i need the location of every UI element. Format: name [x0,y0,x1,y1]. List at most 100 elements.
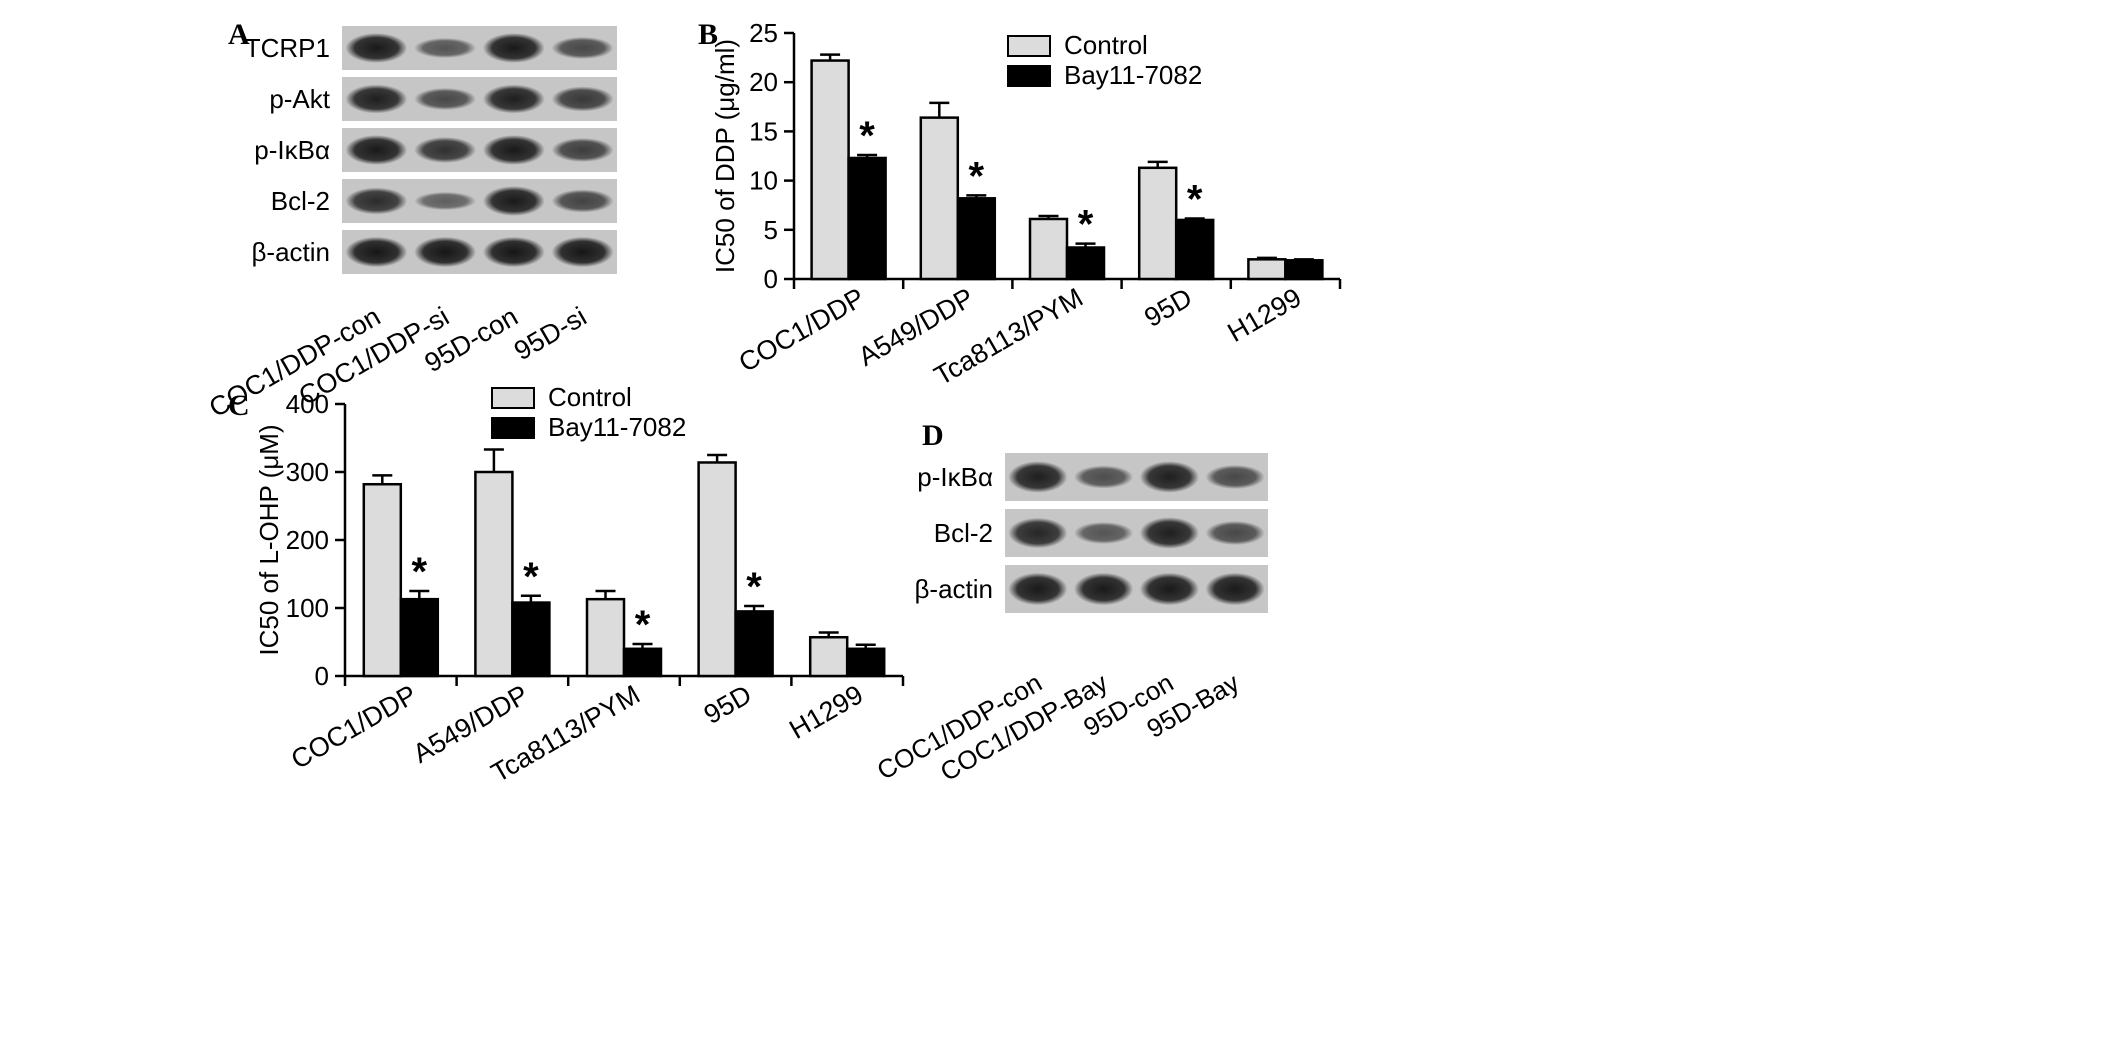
blot-row-label: p-Akt [269,84,330,114]
blot-row-label: Bcl-2 [271,186,330,216]
y-tick-label: 300 [286,457,329,487]
blot-band [1074,572,1134,606]
blot-band [1008,572,1068,606]
blot-band [345,33,408,63]
bar-treated [956,197,997,281]
blot-row-label: p-IκBα [917,462,993,492]
y-axis-title: IC50 of L-OHP (μM) [254,424,284,655]
western-blot-d: p-IκBαBcl-2β-actinCOC1/DDP-conCOC1/DDP-B… [872,453,1268,787]
blot-band [414,236,477,268]
bar-control [697,461,737,678]
bar-treated [1174,218,1215,281]
blot-band [551,189,614,213]
bar-control [919,116,960,281]
y-tick-label: 25 [749,18,778,48]
blot-row-label: TCRP1 [245,33,330,63]
blot-band [551,236,614,268]
legend-label: Control [548,382,632,412]
bar-control [808,635,849,678]
blot-band [551,36,614,60]
blot-lane-label: 95D-si [509,301,592,366]
blot-band [345,84,408,114]
blot-band [414,37,477,59]
y-tick-label: 5 [764,215,778,245]
y-axis-title: IC50 of DDP (μg/ml) [710,39,740,273]
blot-band [1074,522,1134,544]
significance-marker: * [412,550,428,594]
legend-swatch [1007,65,1051,87]
panel-label-c: C [228,389,250,422]
bar-treated [1284,259,1324,281]
y-tick-label: 0 [764,264,778,294]
bar-control [1028,217,1069,281]
panel-label-a: A [228,18,250,51]
blot-band [482,135,545,165]
bar-treated [1065,246,1106,281]
blot-band [482,84,545,114]
western-blot-a: TCRP1p-Aktp-IκBαBcl-2β-actinCOC1/DDP-con… [204,26,617,423]
legend-swatch [491,417,535,439]
bar-control [810,59,850,281]
legend-swatch [1007,35,1051,57]
y-tick-label: 10 [749,166,778,196]
blot-band [1139,517,1199,549]
blot-band [482,236,545,268]
bar-treated [399,597,440,678]
y-tick-label: 100 [286,593,329,623]
legend-label: Control [1064,30,1148,60]
blot-band [482,33,545,63]
bar-control [585,597,626,678]
bar-treated [511,601,551,678]
blot-band [1008,517,1068,549]
significance-marker: * [969,154,985,198]
y-tick-label: 15 [749,116,778,146]
blot-row-label: β-actin [251,237,330,267]
x-tick-label: H1299 [1222,282,1306,348]
x-tick-label: 95D [1139,282,1197,333]
significance-marker: * [1078,203,1094,247]
blot-row-label: β-actin [914,574,993,604]
bar-treated [847,156,887,281]
legend-swatch [491,387,535,409]
bar-treated [845,647,886,678]
x-tick-label: COC1/DDP [286,679,422,775]
legend-label: Bay11-7082 [1064,60,1202,90]
significance-marker: * [1187,177,1203,221]
blot-band [1139,461,1199,493]
x-tick-label: COC1/DDP [734,282,870,378]
blot-band [414,87,477,111]
legend-label: Bay11-7082 [548,412,686,442]
blot-band [1074,465,1134,489]
blot-row-label: p-IκBα [254,135,330,165]
bar-control [1137,166,1178,281]
bar-treated [734,610,774,678]
blot-band [1205,464,1265,490]
blot-band [345,187,408,215]
blot-band [345,135,408,165]
blot-band [414,137,477,163]
significance-marker: * [746,565,762,609]
x-tick-label: 95D [699,679,757,730]
panel-label-b: B [698,18,718,51]
blot-band [345,236,408,268]
y-tick-label: 0 [315,661,329,691]
bar-control [1247,258,1287,281]
blot-band [551,86,614,112]
significance-marker: * [635,603,651,647]
panel-label-d: D [922,419,944,452]
blot-band [1205,520,1265,546]
significance-marker: * [523,555,539,599]
blot-band [1008,461,1068,493]
bar-control [362,482,403,678]
y-tick-label: 20 [749,67,778,97]
blot-band [1205,572,1265,606]
blot-band [551,137,614,163]
y-tick-label: 200 [286,525,329,555]
y-tick-label: 400 [286,389,329,419]
blot-row-label: Bcl-2 [934,518,993,548]
significance-marker: * [859,114,875,158]
x-tick-label: H1299 [784,679,868,745]
